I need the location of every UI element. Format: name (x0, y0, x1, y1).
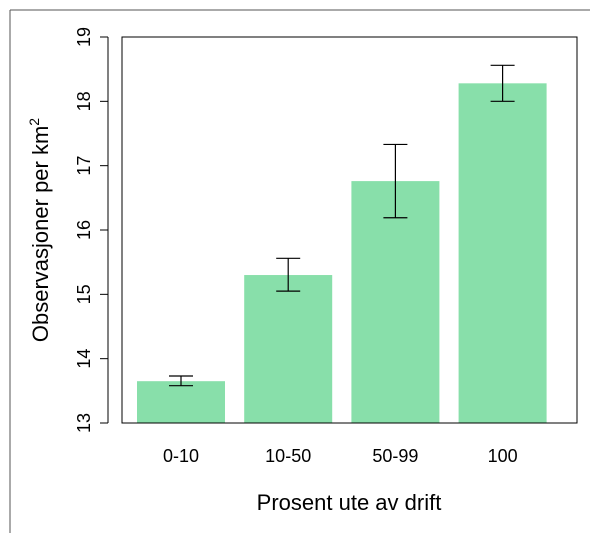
x-tick-label: 50-99 (372, 446, 418, 466)
y-tick-label: 15 (74, 284, 94, 304)
bar (458, 83, 547, 423)
y-axis: 13 14 15 16 17 18 19 (74, 27, 109, 433)
y-tick-label: 16 (74, 220, 94, 240)
x-axis: 0-10 10-50 50-99 100 (163, 446, 518, 466)
x-tick-label: 100 (488, 446, 518, 466)
y-tick-label: 14 (74, 349, 94, 369)
x-axis-label: Prosent ute av drift (257, 490, 442, 515)
bar (244, 275, 333, 423)
x-tick-label: 0-10 (163, 446, 199, 466)
y-axis-label: Observasjoner per km2 (26, 118, 53, 342)
bar (137, 381, 225, 423)
y-tick-label: 19 (74, 27, 94, 47)
plot-area-frame (121, 36, 578, 424)
y-axis-label-superscript: 2 (26, 118, 42, 126)
x-tick-label: 10-50 (265, 446, 311, 466)
bar (351, 181, 440, 423)
y-tick-label: 17 (74, 156, 94, 176)
y-axis-label-main: Observasjoner per km (28, 126, 53, 342)
y-tick-label: 13 (74, 413, 94, 433)
bars-group (137, 83, 547, 423)
y-tick-label: 18 (74, 91, 94, 111)
error-bars-group (169, 64, 515, 387)
